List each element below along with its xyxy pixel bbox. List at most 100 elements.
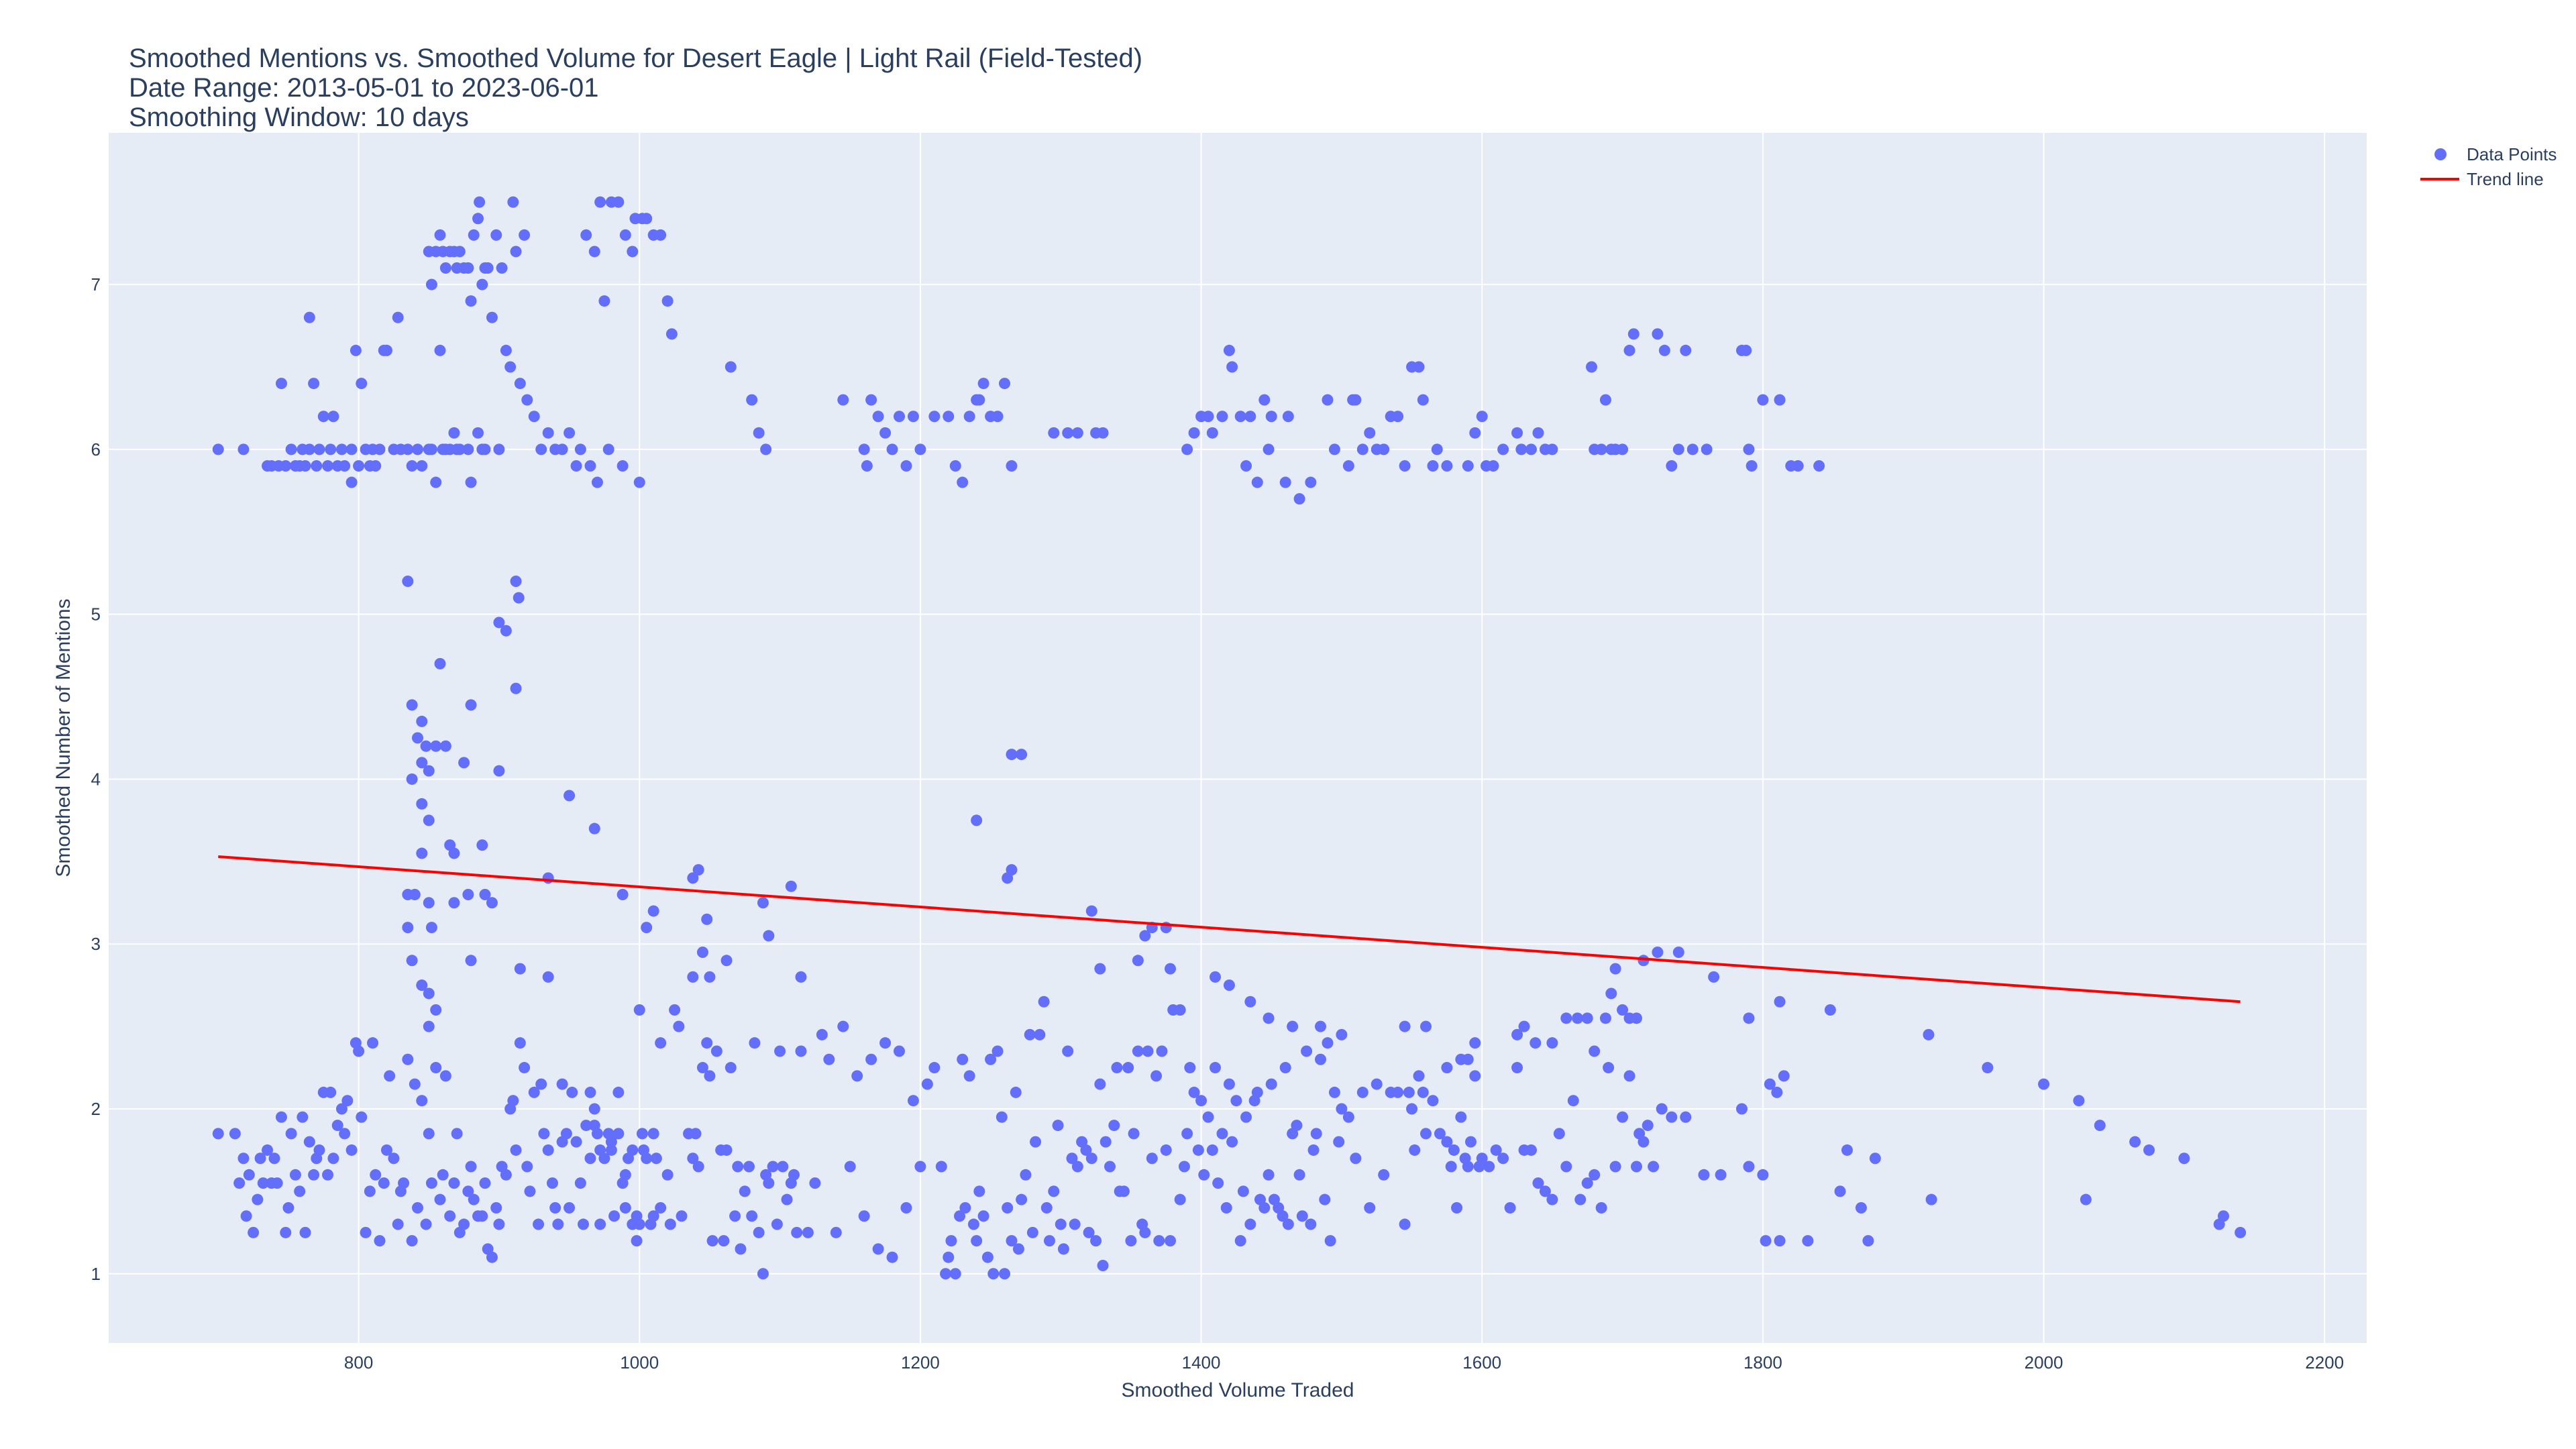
data-point xyxy=(1638,1136,1650,1148)
data-point xyxy=(1518,1020,1530,1032)
data-point xyxy=(943,1251,955,1263)
data-point xyxy=(1406,1103,1418,1115)
data-point xyxy=(673,1020,685,1032)
data-point xyxy=(816,1028,828,1040)
data-point xyxy=(535,443,547,455)
data-point xyxy=(556,443,568,455)
data-point xyxy=(1328,443,1340,455)
data-point xyxy=(1617,1111,1629,1123)
data-point xyxy=(1006,864,1018,876)
data-point xyxy=(1813,460,1825,472)
data-point xyxy=(1546,1037,1558,1049)
data-point xyxy=(416,847,428,859)
data-point xyxy=(959,1201,971,1214)
data-point xyxy=(746,394,758,406)
data-point xyxy=(1223,1078,1235,1090)
data-point xyxy=(636,1128,648,1140)
y-tick-label: 6 xyxy=(91,439,101,460)
data-point xyxy=(1560,1161,1572,1173)
data-point xyxy=(633,1004,645,1016)
data-point xyxy=(879,427,892,439)
data-point xyxy=(1698,1169,1710,1181)
data-point xyxy=(1603,1062,1615,1074)
data-point xyxy=(584,460,596,472)
data-point xyxy=(1378,443,1390,455)
data-point xyxy=(1834,1185,1846,1197)
data-point xyxy=(1869,1152,1881,1165)
data-point xyxy=(692,1161,704,1173)
data-point xyxy=(1757,394,1769,406)
data-point xyxy=(1263,1012,1275,1024)
legend-label-data-points: Data Points xyxy=(2467,144,2557,164)
data-point xyxy=(791,1226,803,1238)
data-point xyxy=(282,1201,294,1214)
data-point xyxy=(1024,1028,1036,1040)
data-point xyxy=(760,443,772,455)
data-point xyxy=(439,1070,451,1082)
data-point xyxy=(465,699,477,711)
data-point xyxy=(406,773,418,785)
data-point xyxy=(2038,1078,2050,1090)
data-point xyxy=(493,765,505,777)
data-point xyxy=(2094,1120,2106,1132)
data-point xyxy=(1546,443,1558,455)
data-point xyxy=(696,947,708,959)
chart-title-line-1: Smoothed Mentions vs. Smoothed Volume fo… xyxy=(129,44,1142,73)
data-point xyxy=(743,1161,755,1173)
data-point xyxy=(1855,1201,1867,1214)
data-point xyxy=(1210,1062,1222,1074)
data-point xyxy=(248,1226,260,1238)
data-point xyxy=(1778,1070,1790,1082)
data-point xyxy=(564,427,576,439)
data-point xyxy=(1774,394,1786,406)
data-point xyxy=(894,1045,906,1057)
data-point xyxy=(294,1185,306,1197)
data-point xyxy=(578,1218,590,1230)
data-point xyxy=(991,1045,1004,1057)
data-point xyxy=(963,1070,975,1082)
data-point xyxy=(335,1103,347,1115)
data-point xyxy=(1153,1235,1165,1247)
data-point xyxy=(524,1185,536,1197)
data-point xyxy=(1026,1226,1038,1238)
data-point xyxy=(507,1095,519,1107)
data-point xyxy=(1307,1144,1320,1156)
data-point xyxy=(1469,1070,1481,1082)
data-point xyxy=(757,1268,769,1280)
data-point xyxy=(416,798,428,810)
data-point xyxy=(458,757,470,769)
data-point xyxy=(566,1086,578,1098)
data-point xyxy=(753,427,765,439)
data-point xyxy=(1296,1210,1308,1222)
data-point xyxy=(465,955,477,967)
data-point xyxy=(1497,1152,1509,1165)
data-point xyxy=(430,740,442,752)
data-point xyxy=(1630,1012,1642,1024)
data-point xyxy=(1188,427,1200,439)
data-point xyxy=(1445,1161,1457,1173)
data-point xyxy=(1234,1235,1246,1247)
x-tick-label: 2200 xyxy=(2305,1352,2344,1373)
x-axis-title: Smoothed Volume Traded xyxy=(1122,1379,1354,1401)
data-point xyxy=(437,1169,449,1181)
data-point xyxy=(1574,1193,1587,1205)
data-point xyxy=(430,1062,442,1074)
data-point xyxy=(1642,1120,1654,1132)
data-point xyxy=(802,1226,814,1238)
data-point xyxy=(872,411,884,423)
data-point xyxy=(1420,1020,1432,1032)
data-point xyxy=(1364,1201,1376,1214)
data-point xyxy=(1656,1103,1668,1115)
data-point xyxy=(1708,971,1720,983)
data-point xyxy=(872,1243,884,1255)
data-point xyxy=(647,1128,659,1140)
data-point xyxy=(837,394,849,406)
data-point xyxy=(757,897,769,909)
data-point xyxy=(1165,963,1177,975)
data-point xyxy=(1230,1095,1242,1107)
data-point xyxy=(1743,1161,1755,1173)
data-point xyxy=(490,229,502,241)
data-point xyxy=(1483,1161,1495,1173)
data-point xyxy=(1413,1070,1425,1082)
data-point xyxy=(588,1120,600,1132)
